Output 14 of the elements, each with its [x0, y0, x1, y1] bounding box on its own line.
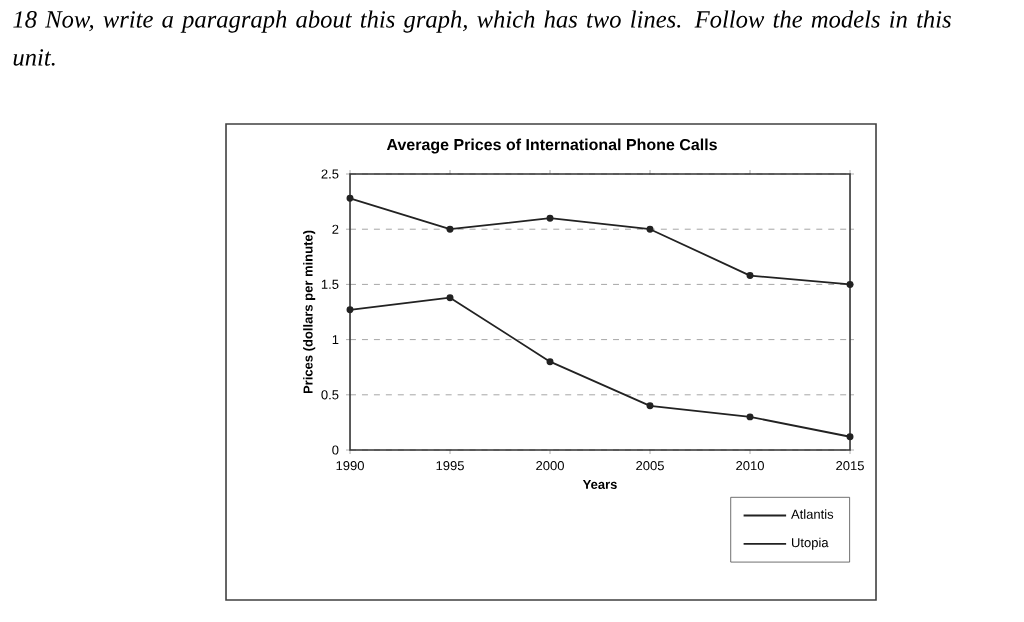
point	[646, 402, 654, 410]
point	[446, 225, 454, 233]
point	[846, 280, 854, 288]
point	[646, 225, 654, 233]
point	[346, 194, 354, 202]
point	[846, 433, 854, 441]
point	[546, 214, 554, 222]
point	[746, 272, 754, 280]
point	[546, 358, 554, 366]
point	[446, 294, 454, 302]
point	[746, 413, 754, 421]
point	[346, 306, 354, 314]
chart-title: Average Prices of International Phone Calls	[386, 138, 717, 154]
text: 18 Now, write a paragraph about this graph, which has two lines. Follow the models in this unit.	[13, 10, 951, 66]
